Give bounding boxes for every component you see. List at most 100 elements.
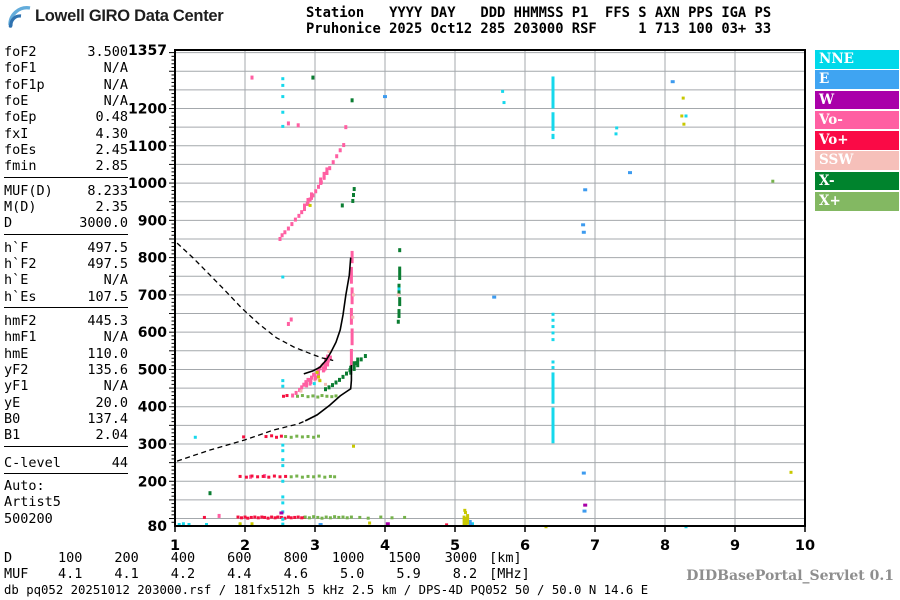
value-cell: 1000 — [331, 550, 365, 566]
value-cell: 5.9 — [396, 566, 421, 582]
param-value: N/A — [103, 329, 128, 346]
param-label: yE — [4, 394, 21, 411]
param-value: 110.0 — [87, 345, 128, 362]
param-label: D — [4, 215, 13, 232]
y-tick-label: 1200 — [128, 102, 167, 118]
station-header-line1: Station YYYY DAY DDD HHMMSS P1 FFS S AXN… — [306, 5, 772, 21]
scatter-group-x-plus — [284, 179, 775, 520]
param-section: h`F 497.5 h`F2 497.5 h`E N/A h`Es 107.5 — [4, 237, 128, 305]
param-label: B0 — [4, 411, 21, 428]
param-row: h`F 497.5 — [4, 240, 128, 256]
param-label: foF1 — [4, 60, 37, 77]
row-label: D — [4, 550, 13, 566]
param-label: C-level — [4, 454, 61, 471]
scaled-parameters-panel: foF2 3.500 foF1 N/A foF1p N/A foE N/A foEp 0.48 fx… — [4, 44, 128, 527]
x-tick-label: 6 — [520, 538, 530, 554]
param-row: Artist5 — [4, 494, 128, 510]
curve-transmission-curve — [176, 242, 334, 362]
section-divider — [4, 472, 128, 474]
param-value: N/A — [103, 93, 128, 110]
param-value: 135.6 — [87, 362, 128, 379]
x-tick-label: 2 — [240, 538, 250, 554]
param-value: 107.5 — [87, 288, 128, 305]
section-divider — [4, 445, 128, 447]
param-row: foF2 3.500 — [4, 44, 128, 60]
x-tick-label: 7 — [590, 538, 600, 554]
param-label: MUF(D) — [4, 182, 53, 199]
param-label: M(D) — [4, 199, 37, 216]
param-value: 3000.0 — [79, 215, 128, 232]
param-row: hmF2 445.3 — [4, 313, 128, 329]
param-value: 44 — [111, 454, 128, 471]
muf-row: MUF 4.1 4.1 4.2 4.4 4.6 5.0 5.9 8.2 [MHz] — [4, 566, 530, 582]
param-label: foF2 — [4, 44, 37, 61]
param-row: yF2 135.6 — [4, 362, 128, 378]
legend-item-ssw: SSW — [815, 151, 899, 170]
y-tick-label: 700 — [138, 288, 167, 304]
param-row: D 3000.0 — [4, 215, 128, 231]
param-section: foF2 3.500 foF1 N/A foF1p N/A foE N/A foEp 0.48 fx… — [4, 44, 128, 175]
scatter-group-x-minus — [208, 75, 402, 496]
legend-item-x: X+ — [815, 192, 899, 211]
station-header-line2: Pruhonice 2025 Oct12 285 203000 RSF 1 71… — [306, 20, 772, 37]
param-label: h`E — [4, 272, 29, 289]
param-row: foEp 0.48 — [4, 109, 128, 125]
param-value: N/A — [103, 378, 128, 395]
value-cell: 600 — [227, 550, 252, 566]
param-label: B1 — [4, 427, 21, 444]
legend-item-vo: Vo+ — [815, 131, 899, 150]
param-label: h`F2 — [4, 256, 37, 273]
logo-text: Lowell GIRO Data Center — [35, 6, 224, 25]
param-label: 500200 — [4, 510, 53, 527]
y-tick-label: 900 — [138, 213, 167, 229]
param-label: Artist5 — [4, 494, 61, 511]
y-tick-label: 80 — [148, 519, 168, 535]
param-label: foEs — [4, 142, 37, 159]
lowell-giro-logo: Lowell GIRO Data Center — [6, 4, 224, 28]
param-value: 445.3 — [87, 313, 128, 330]
param-label: hmE — [4, 345, 29, 362]
param-label: fxI — [4, 125, 29, 142]
x-tick-label: 8 — [660, 538, 670, 554]
param-label: foE — [4, 93, 29, 110]
y-tick-label: 200 — [138, 474, 167, 490]
x-tick-label: 4 — [380, 538, 390, 554]
y-tick-label: 800 — [138, 251, 167, 267]
param-label: yF1 — [4, 378, 29, 395]
param-row: foE N/A — [4, 93, 128, 109]
param-label: h`Es — [4, 288, 37, 305]
param-value: N/A — [103, 272, 128, 289]
param-row: fxI 4.30 — [4, 126, 128, 142]
param-value: 2.35 — [95, 199, 128, 216]
y-tick-label: 1357 — [128, 43, 167, 59]
value-cell: 4.2 — [170, 566, 196, 582]
param-value: 2.45 — [95, 142, 128, 159]
param-label: foEp — [4, 109, 37, 126]
measurement-info-line: db pq052 20251012 203000.rsf / 181fx512h… — [4, 583, 649, 597]
param-row: yE 20.0 — [4, 395, 128, 411]
param-label: foF1p — [4, 76, 45, 93]
param-row: C-level 44 — [4, 455, 128, 471]
scatter-group-rfi-yellow — [238, 96, 793, 529]
param-row: h`Es 107.5 — [4, 289, 128, 305]
curve-f-trace-fit — [303, 257, 352, 375]
scatter-group-e — [318, 80, 675, 527]
param-value: 8.233 — [87, 182, 128, 199]
param-row: yF1 N/A — [4, 378, 128, 394]
param-section: hmF2 445.3 hmF1 N/A hmE 110.0 yF2 135.6 yF1 N/A yE… — [4, 310, 128, 444]
section-divider — [4, 176, 128, 178]
param-row: h`F2 497.5 — [4, 256, 128, 272]
param-value: 2.04 — [95, 427, 128, 444]
value-cell: 4.1 — [114, 566, 139, 582]
value-cell: 4.6 — [283, 566, 308, 582]
param-row: foEs 2.45 — [4, 142, 128, 158]
scatter-group-vo-plus — [202, 394, 449, 527]
legend-item-x: X- — [815, 171, 899, 191]
giro-wave-icon — [8, 6, 31, 28]
value-cell: 5.0 — [339, 566, 365, 582]
param-row: hmE 110.0 — [4, 346, 128, 362]
x-tick-label: 5 — [450, 538, 460, 554]
param-section: C-level 44 — [4, 449, 128, 471]
